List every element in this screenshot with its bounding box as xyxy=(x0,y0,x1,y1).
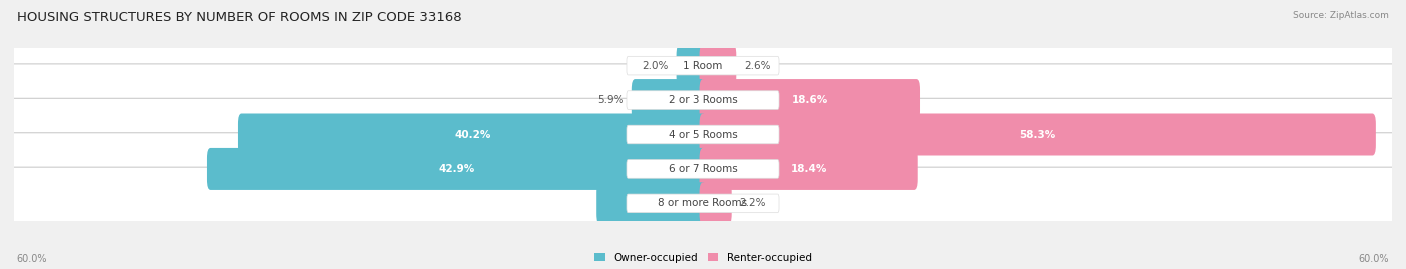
Text: 2 or 3 Rooms: 2 or 3 Rooms xyxy=(669,95,737,105)
Text: 4 or 5 Rooms: 4 or 5 Rooms xyxy=(669,129,737,140)
FancyBboxPatch shape xyxy=(10,29,1396,102)
Text: 60.0%: 60.0% xyxy=(1358,254,1389,264)
Text: 18.6%: 18.6% xyxy=(792,95,828,105)
Text: Source: ZipAtlas.com: Source: ZipAtlas.com xyxy=(1294,11,1389,20)
Text: 5.9%: 5.9% xyxy=(598,95,624,105)
Text: 2.0%: 2.0% xyxy=(643,61,669,71)
Text: 1 Room: 1 Room xyxy=(683,61,723,71)
Text: 60.0%: 60.0% xyxy=(17,254,48,264)
FancyBboxPatch shape xyxy=(676,45,706,87)
FancyBboxPatch shape xyxy=(627,194,779,213)
Text: 2.6%: 2.6% xyxy=(744,61,770,71)
FancyBboxPatch shape xyxy=(700,114,1376,155)
FancyBboxPatch shape xyxy=(10,64,1396,136)
FancyBboxPatch shape xyxy=(10,98,1396,171)
Legend: Owner-occupied, Renter-occupied: Owner-occupied, Renter-occupied xyxy=(591,249,815,267)
Text: 40.2%: 40.2% xyxy=(454,129,491,140)
Text: 18.4%: 18.4% xyxy=(790,164,827,174)
FancyBboxPatch shape xyxy=(10,133,1396,205)
FancyBboxPatch shape xyxy=(700,79,920,121)
Text: 9.0%: 9.0% xyxy=(637,198,666,208)
FancyBboxPatch shape xyxy=(631,79,706,121)
FancyBboxPatch shape xyxy=(700,182,731,224)
FancyBboxPatch shape xyxy=(10,167,1396,240)
FancyBboxPatch shape xyxy=(596,182,706,224)
Text: 6 or 7 Rooms: 6 or 7 Rooms xyxy=(669,164,737,174)
Text: HOUSING STRUCTURES BY NUMBER OF ROOMS IN ZIP CODE 33168: HOUSING STRUCTURES BY NUMBER OF ROOMS IN… xyxy=(17,11,461,24)
FancyBboxPatch shape xyxy=(700,148,918,190)
FancyBboxPatch shape xyxy=(207,148,706,190)
Text: 58.3%: 58.3% xyxy=(1019,129,1056,140)
FancyBboxPatch shape xyxy=(627,56,779,75)
Text: 8 or more Rooms: 8 or more Rooms xyxy=(658,198,748,208)
FancyBboxPatch shape xyxy=(627,125,779,144)
Text: 2.2%: 2.2% xyxy=(740,198,766,208)
FancyBboxPatch shape xyxy=(700,45,737,87)
FancyBboxPatch shape xyxy=(238,114,706,155)
FancyBboxPatch shape xyxy=(627,91,779,109)
Text: 42.9%: 42.9% xyxy=(439,164,475,174)
FancyBboxPatch shape xyxy=(627,160,779,178)
